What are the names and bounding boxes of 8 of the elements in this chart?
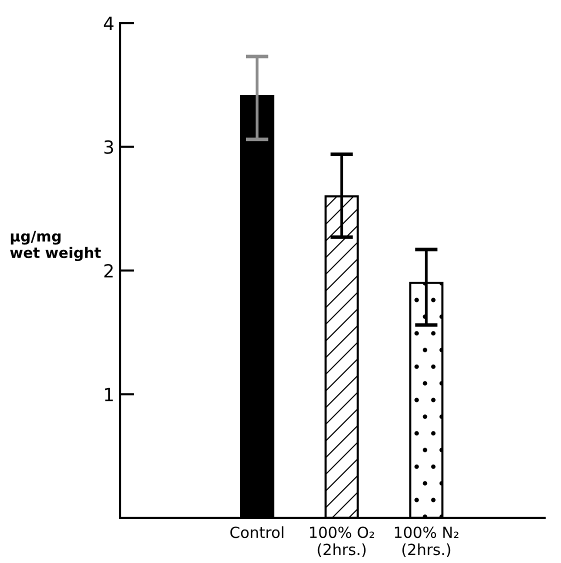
y-axis-title: µg/mg wet weight [10, 230, 101, 262]
x-tick-label: 100% O₂ (2hrs.) [310, 526, 374, 558]
y-tick-label: 4 [104, 16, 114, 30]
y-tick-label: 3 [104, 140, 114, 154]
y-tick-label: 1 [104, 388, 113, 402]
x-tick-label: Control [230, 526, 284, 538]
x-tick-label: 100% N₂ (2hrs.) [394, 526, 458, 558]
y-tick-label: 2 [104, 264, 113, 278]
